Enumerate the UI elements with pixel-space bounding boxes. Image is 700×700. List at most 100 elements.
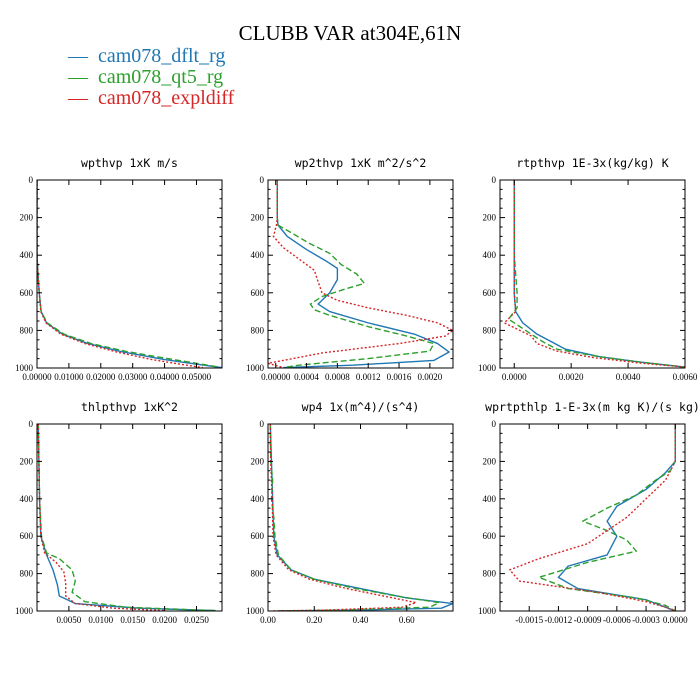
x-tick-label: 0.0004 xyxy=(294,372,319,382)
y-tick-label: 1000 xyxy=(15,606,34,616)
x-tick-label: 0.03000 xyxy=(118,372,148,382)
y-tick-label: 400 xyxy=(20,494,34,504)
x-tick-label: 0.0100 xyxy=(88,615,113,625)
y-tick-label: 400 xyxy=(20,250,34,260)
series-line-cam078_expldiff xyxy=(268,180,453,368)
y-tick-label: 0 xyxy=(260,419,265,429)
y-tick-label: 200 xyxy=(483,456,497,466)
figure-title: CLUBB VAR at304E,61N xyxy=(239,21,462,45)
panel-title: wpthvp 1xK m/s xyxy=(81,156,178,170)
x-tick-label: 0.00000 xyxy=(22,372,52,382)
panel-3: rtpthvp 1E-3x(kg/kg) K 0 200 400 600 800 1000 0… xyxy=(478,156,698,382)
x-tick-label: 0.0000 xyxy=(663,615,688,625)
y-tick-label: 200 xyxy=(251,213,265,223)
series-line-cam078_dflt_rg xyxy=(557,424,676,611)
series-line-cam078_dflt_rg xyxy=(269,424,453,611)
x-tick-label: -0.0003 xyxy=(632,615,660,625)
x-tick-label: -0.0006 xyxy=(603,615,631,625)
series-line-cam078_dflt_rg xyxy=(276,180,450,368)
y-tick-label: 0 xyxy=(29,419,34,429)
y-tick-label: 0 xyxy=(492,175,497,185)
series-line-cam078_dflt_rg xyxy=(37,424,216,611)
legend-marker-expldiff: — xyxy=(67,87,89,109)
y-tick-label: 800 xyxy=(20,325,34,335)
panel-title: wprtpthlp 1-E-3x(m kg K)/(s kg) xyxy=(485,400,700,414)
x-tick-label: 0.05000 xyxy=(182,372,212,382)
legend-item-qt5: — cam078_qt5_rg xyxy=(67,66,223,88)
x-tick-label: 0.0020 xyxy=(559,372,584,382)
y-tick-label: 200 xyxy=(483,213,497,223)
panel-title: rtpthvp 1E-3x(kg/kg) K xyxy=(516,156,668,170)
x-tick-label: 0.0040 xyxy=(616,372,641,382)
y-tick-label: 400 xyxy=(483,250,497,260)
series-line-cam078_expldiff xyxy=(37,180,203,368)
x-tick-label: -0.0009 xyxy=(574,615,602,625)
series-line-cam078_dflt_rg xyxy=(37,180,222,368)
series-line-cam078_expldiff xyxy=(503,180,685,368)
legend-item-dflt: — cam078_dflt_rg xyxy=(67,45,225,67)
y-tick-label: 800 xyxy=(483,325,497,335)
y-tick-label: 1000 xyxy=(478,606,497,616)
legend-label-expldiff: cam078_expldiff xyxy=(98,87,235,109)
x-tick-label: 0.02000 xyxy=(86,372,116,382)
legend-item-expldiff: — cam078_expldiff xyxy=(67,87,235,109)
x-tick-label: 0.0012 xyxy=(356,372,381,382)
y-tick-label: 0 xyxy=(492,419,497,429)
x-tick-label: 0.0200 xyxy=(152,615,177,625)
x-tick-label: 0.0250 xyxy=(184,615,209,625)
y-tick-label: 600 xyxy=(20,288,34,298)
series-group xyxy=(269,424,453,611)
plot-frame xyxy=(36,423,223,612)
y-tick-label: 1000 xyxy=(246,606,265,616)
y-tick-label: 400 xyxy=(251,494,265,504)
legend-label-qt5: cam078_qt5_rg xyxy=(98,66,223,88)
x-tick-label: 0.00000 xyxy=(261,372,291,382)
y-tick-label: 800 xyxy=(251,569,265,579)
panel-title: thlpthvp 1xK^2 xyxy=(81,400,178,414)
series-line-cam078_expldiff xyxy=(37,424,165,611)
series-line-cam078_expldiff xyxy=(269,424,417,611)
panel-title: wp4 1x(m^4)/(s^4) xyxy=(302,400,420,414)
y-tick-label: 0 xyxy=(260,175,265,185)
x-tick-label: 0.00 xyxy=(260,615,276,625)
plot-frame xyxy=(499,179,686,369)
series-group xyxy=(509,424,676,611)
x-tick-label: 0.0020 xyxy=(418,372,443,382)
x-tick-label: 0.0050 xyxy=(57,615,82,625)
x-tick-label: 0.0008 xyxy=(325,372,350,382)
y-tick-label: 0 xyxy=(29,175,34,185)
panel-title: wp2thvp 1xK m^2/s^2 xyxy=(295,156,427,170)
panel-6: wprtpthlp 1-E-3x(m kg K)/(s kg) 0 200 400 60… xyxy=(478,400,700,625)
y-tick-label: 1000 xyxy=(246,363,265,373)
series-line-cam078_expldiff xyxy=(509,424,676,611)
series-line-cam078_dflt_rg xyxy=(513,180,685,368)
y-tick-label: 800 xyxy=(483,569,497,579)
y-tick-label: 600 xyxy=(483,288,497,298)
panel-2: wp2thvp 1xK m^2/s^2020040060080010000.00… xyxy=(246,156,454,382)
y-tick-label: 800 xyxy=(251,325,265,335)
y-tick-label: 200 xyxy=(20,213,34,223)
plot-frame xyxy=(267,423,454,612)
x-tick-label: 0.01000 xyxy=(54,372,84,382)
series-line-cam078_qt5_rg xyxy=(37,180,219,368)
panel-4: thlpthvp 1xK^2 0 200 400 600 800 1000 0.0050 0.0… xyxy=(15,400,223,625)
y-tick-label: 1000 xyxy=(15,363,34,373)
y-tick-label: 600 xyxy=(251,531,265,541)
series-line-cam078_qt5_rg xyxy=(538,424,676,611)
series-line-cam078_qt5_rg xyxy=(269,424,440,611)
x-tick-label: 0.0060 xyxy=(673,372,698,382)
y-tick-label: 200 xyxy=(20,456,34,466)
x-tick-label: 0.0000 xyxy=(502,372,527,382)
x-tick-label: -0.0012 xyxy=(545,615,573,625)
x-tick-label: 0.04000 xyxy=(150,372,180,382)
y-tick-label: 600 xyxy=(20,531,34,541)
series-group xyxy=(37,424,216,611)
y-tick-label: 200 xyxy=(251,456,265,466)
series-line-cam078_qt5_rg xyxy=(507,180,685,368)
series-group xyxy=(503,180,685,368)
series-group xyxy=(37,180,222,368)
